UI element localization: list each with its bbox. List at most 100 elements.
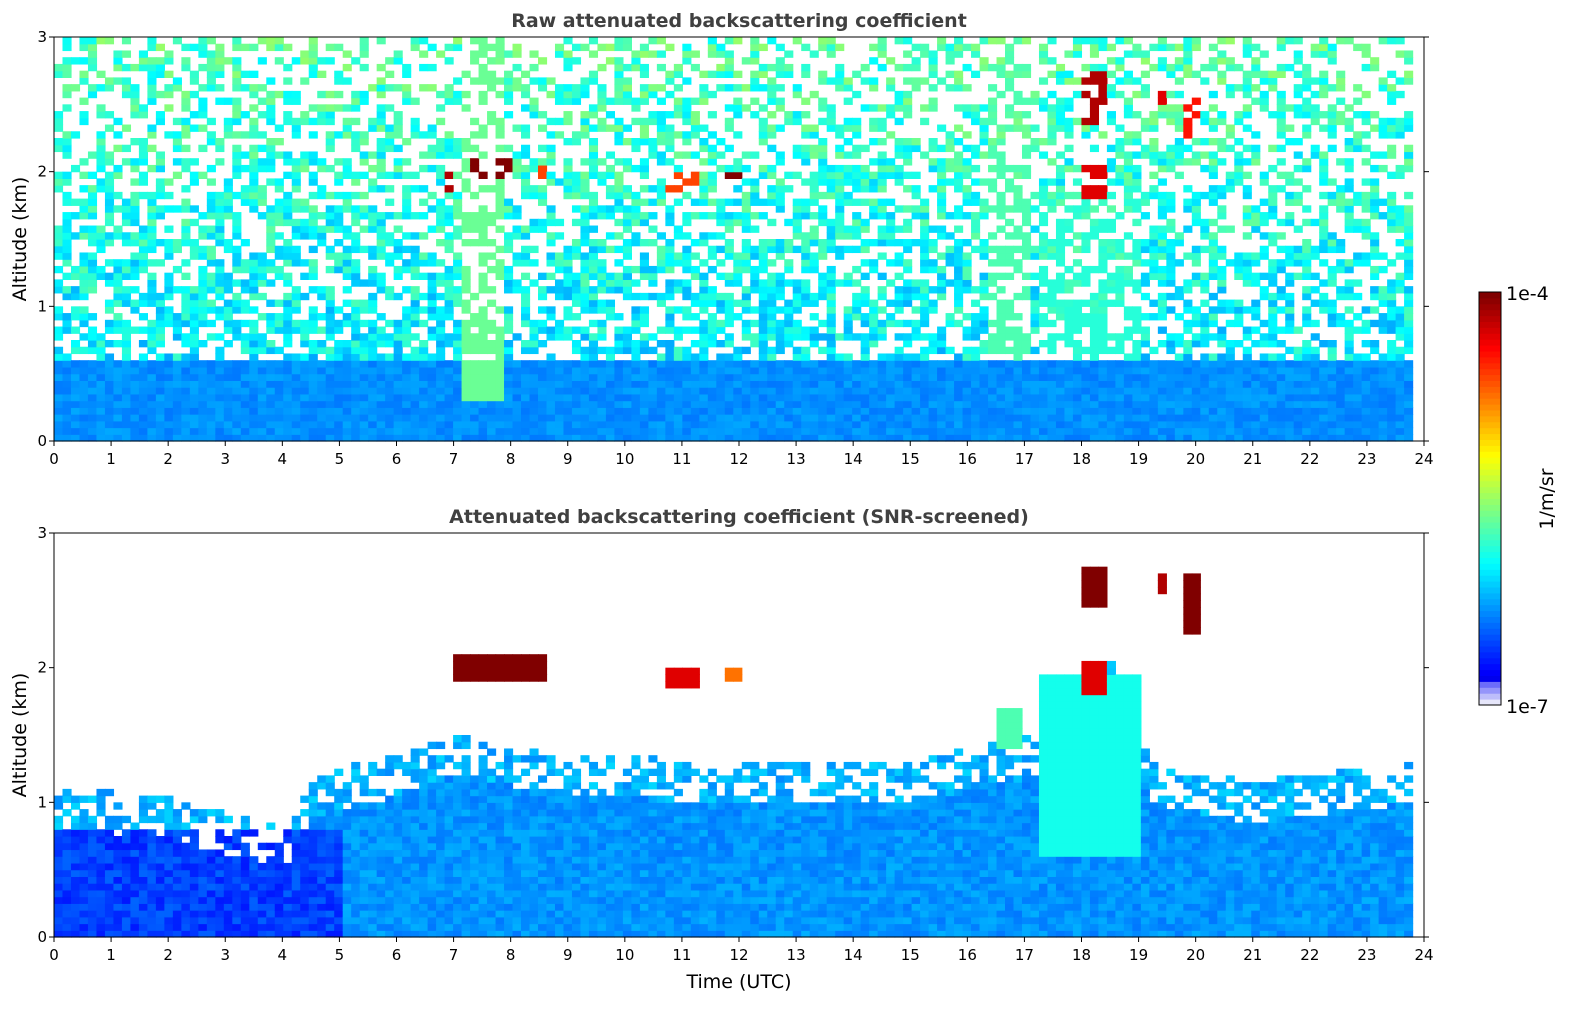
top-heatmap-cell [164, 205, 174, 213]
top-heatmap-cell [894, 151, 904, 159]
top-heatmap-cell [673, 380, 683, 388]
top-heatmap-cell [1115, 245, 1125, 254]
top-heatmap-cell [733, 104, 743, 112]
top-heatmap-cell [1174, 414, 1184, 422]
top-heatmap-cell [665, 77, 675, 85]
top-heatmap-cell [223, 360, 233, 368]
top-heatmap-cell [427, 400, 437, 408]
top-heatmap-cell [733, 259, 743, 267]
top-heatmap-cell [478, 185, 488, 193]
top-heatmap-cell [843, 427, 853, 435]
top-heatmap-cell [512, 380, 522, 388]
top-heatmap-cell [266, 111, 276, 119]
top-heatmap-cell [682, 420, 692, 429]
top-heatmap-cell [283, 191, 293, 200]
top-heatmap-cell [1166, 373, 1176, 381]
top-heatmap-cell [266, 393, 276, 402]
top-heatmap-cell [571, 340, 582, 348]
top-heatmap-cell [504, 306, 514, 314]
top-heatmap-cell [954, 407, 964, 415]
top-heatmap-cell [427, 225, 437, 233]
top-heatmap-cell [843, 306, 853, 314]
top-heatmap-cell [614, 84, 624, 92]
top-heatmap-cell [775, 239, 785, 247]
top-heatmap-cell [436, 353, 446, 361]
top-heatmap-cell [79, 117, 89, 126]
top-heatmap-cell [504, 90, 514, 99]
top-heatmap-cell [385, 407, 395, 415]
top-heatmap-cell [1166, 151, 1176, 159]
top-heatmap-cell [240, 299, 250, 307]
top-heatmap-cell [487, 77, 497, 85]
top-heatmap-cell [775, 373, 785, 381]
top-heatmap-cell [308, 151, 318, 159]
top-heatmap-cell [656, 84, 666, 92]
top-heatmap-cell [1098, 366, 1108, 375]
top-heatmap-cell [155, 326, 165, 334]
top-heatmap-cell [393, 171, 403, 179]
top-heatmap-cell [775, 346, 785, 355]
top-heatmap-cell [707, 90, 717, 99]
top-heatmap-cell [155, 151, 165, 159]
top-heatmap-cell [249, 104, 259, 112]
top-heatmap-cell [869, 319, 879, 328]
top-heatmap-cell [903, 279, 913, 287]
top-heatmap-cell [487, 400, 497, 408]
top-heatmap-cell [988, 111, 998, 119]
top-heatmap-cell [648, 84, 658, 92]
top-heatmap-cell [1055, 333, 1066, 341]
top-heatmap-cell [988, 144, 998, 153]
top-heatmap-cell [1140, 117, 1150, 126]
top-heatmap-cell [1115, 387, 1125, 395]
top-heatmap-cell [996, 70, 1006, 78]
top-heatmap-cell [605, 407, 616, 415]
top-heatmap-cell [733, 353, 743, 361]
top-heatmap-cell [639, 84, 649, 92]
top-heatmap-cell [588, 259, 599, 267]
top-heatmap-cell [937, 333, 947, 341]
top-heatmap-cell [266, 346, 276, 355]
top-heatmap-cell [877, 292, 887, 301]
top-heatmap-cell [1055, 306, 1066, 314]
top-heatmap-cell [716, 380, 726, 388]
top-heatmap-cell [1132, 259, 1142, 267]
top-heatmap-cell [130, 306, 140, 314]
top-heatmap-cell [886, 434, 896, 442]
top-heatmap-cell [809, 225, 819, 233]
top-heatmap-cell [96, 366, 106, 375]
top-heatmap-cell [419, 185, 429, 193]
top-heatmap-cell [1021, 414, 1032, 422]
top-heatmap-cell [223, 117, 233, 126]
top-heatmap-cell [988, 205, 998, 213]
top-heatmap-cell [724, 50, 734, 58]
top-heatmap-cell [121, 265, 132, 274]
top-heatmap-cell [631, 239, 641, 247]
top-heatmap-cell [104, 171, 115, 179]
top-heatmap-cell [538, 420, 548, 429]
top-heatmap-cell [189, 252, 199, 260]
top-heatmap-cell [682, 117, 692, 126]
top-heatmap-cell [546, 77, 556, 85]
top-heatmap-cell [461, 400, 471, 408]
top-heatmap-cell [1157, 164, 1167, 173]
top-heatmap-cell [673, 232, 683, 240]
top-heatmap-cell [605, 427, 616, 435]
top-heatmap-cell [894, 306, 904, 314]
top-heatmap-cell [631, 164, 641, 173]
top-heatmap-cell [699, 178, 709, 186]
top-heatmap-cell [478, 366, 488, 375]
top-heatmap-cell [1081, 185, 1091, 193]
top-heatmap-cell [1166, 400, 1176, 408]
top-heatmap-cell [656, 299, 666, 307]
top-heatmap-cell [283, 90, 293, 99]
top-heatmap-cell [147, 225, 157, 233]
top-heatmap-cell [495, 191, 505, 200]
top-heatmap-cell [724, 414, 734, 422]
top-heatmap-cell [1123, 37, 1133, 45]
top-heatmap-cell [699, 400, 709, 408]
top-heatmap-cell [325, 420, 335, 429]
top-heatmap-cell [376, 117, 386, 126]
top-heatmap-cell [920, 400, 930, 408]
top-heatmap-cell [155, 434, 165, 442]
top-heatmap-cell [172, 387, 182, 395]
